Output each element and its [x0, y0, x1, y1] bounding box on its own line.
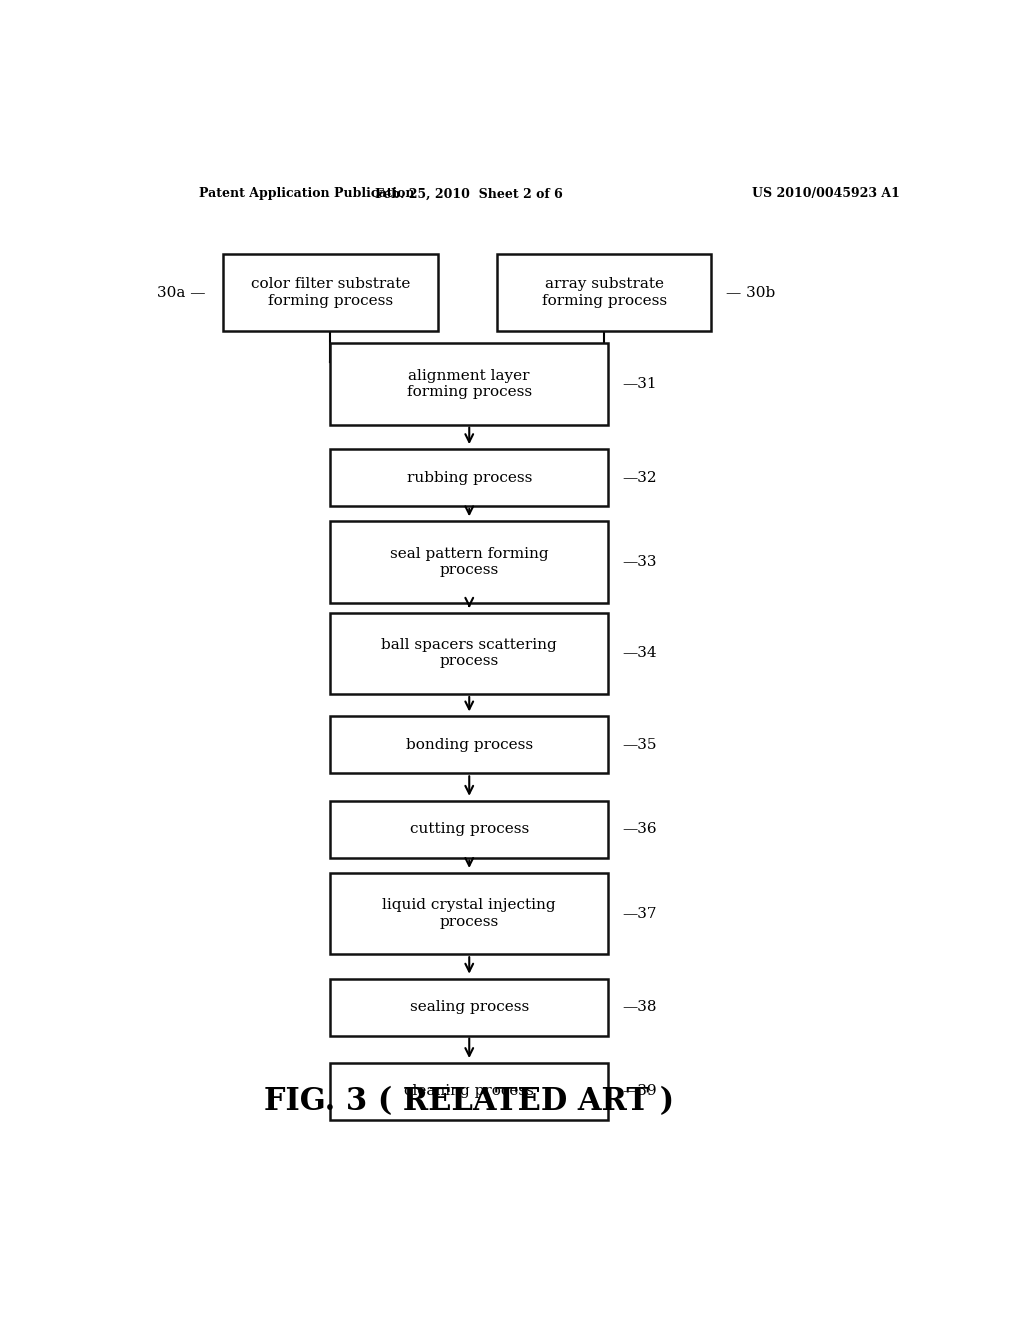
FancyBboxPatch shape	[331, 1063, 608, 1119]
FancyBboxPatch shape	[497, 253, 712, 331]
FancyBboxPatch shape	[223, 253, 437, 331]
FancyBboxPatch shape	[331, 521, 608, 602]
Text: Feb. 25, 2010  Sheet 2 of 6: Feb. 25, 2010 Sheet 2 of 6	[376, 187, 563, 201]
Text: ball spacers scattering
process: ball spacers scattering process	[381, 639, 557, 668]
Text: liquid crystal injecting
process: liquid crystal injecting process	[382, 899, 556, 929]
Text: —36: —36	[623, 822, 657, 837]
Text: —32: —32	[623, 470, 657, 484]
Text: —34: —34	[623, 647, 657, 660]
Text: US 2010/0045923 A1: US 2010/0045923 A1	[753, 187, 900, 201]
Text: sealing process: sealing process	[410, 1001, 528, 1014]
Text: cutting process: cutting process	[410, 822, 528, 837]
FancyBboxPatch shape	[331, 978, 608, 1036]
Text: —37: —37	[623, 907, 657, 920]
Text: FIG. 3 ( RELATED ART ): FIG. 3 ( RELATED ART )	[264, 1086, 675, 1117]
Text: alignment layer
forming process: alignment layer forming process	[407, 370, 531, 399]
FancyBboxPatch shape	[331, 449, 608, 506]
FancyBboxPatch shape	[331, 801, 608, 858]
Text: —35: —35	[623, 738, 657, 752]
Text: seal pattern forming
process: seal pattern forming process	[390, 546, 549, 577]
FancyBboxPatch shape	[331, 717, 608, 774]
Text: bonding process: bonding process	[406, 738, 532, 752]
FancyBboxPatch shape	[331, 873, 608, 954]
Text: 30a —: 30a —	[158, 285, 206, 300]
Text: —38: —38	[623, 1001, 657, 1014]
Text: rubbing process: rubbing process	[407, 470, 531, 484]
Text: —33: —33	[623, 554, 657, 569]
Text: Patent Application Publication: Patent Application Publication	[200, 187, 415, 201]
Text: —31: —31	[623, 378, 657, 391]
FancyBboxPatch shape	[331, 612, 608, 694]
Text: —39: —39	[623, 1085, 657, 1098]
Text: — 30b: — 30b	[726, 285, 775, 300]
Text: color filter substrate
forming process: color filter substrate forming process	[251, 277, 410, 308]
Text: cleaning process: cleaning process	[404, 1085, 535, 1098]
Text: array substrate
forming process: array substrate forming process	[542, 277, 667, 308]
FancyBboxPatch shape	[331, 343, 608, 425]
